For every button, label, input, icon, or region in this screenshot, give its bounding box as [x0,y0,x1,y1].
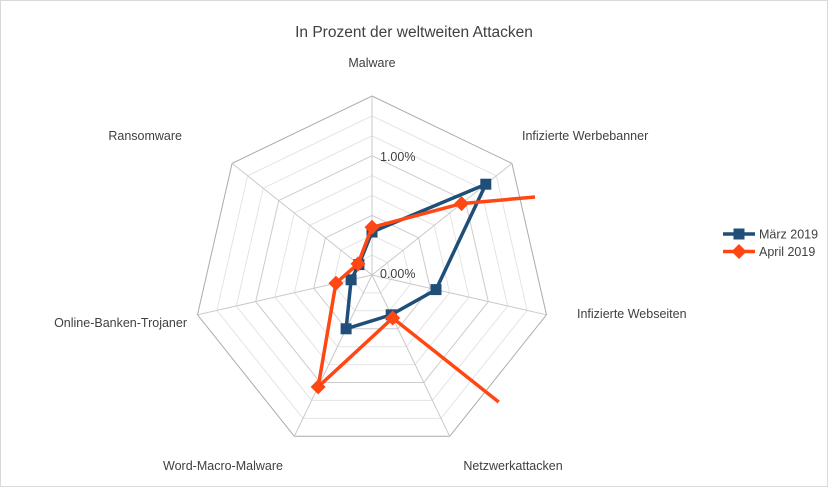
grid-ring [332,234,412,312]
series-marker-april-2019-0 [364,219,380,235]
legend-glyph-0 [733,228,745,240]
grid-spoke [293,274,373,437]
grid-spoke [231,163,373,276]
radial-tick-label-1: 1.00% [380,150,415,164]
grid-layer [196,95,548,437]
legend-marker-diamond [723,244,755,259]
grid-ring [235,135,509,401]
series-marker-april-2019-1 [454,196,470,212]
category-label-infizierte-webseiten: Infizierte Webseiten [577,307,687,321]
grid-ring [293,194,451,348]
category-label-infizierte-werbebanner: Infizierte Werbebanner [522,129,648,143]
series-marker-maerz-2019-5 [345,274,357,286]
grid-spoke [371,274,451,437]
grid-ring [274,175,470,366]
grid-spoke [371,274,547,316]
grid-spoke [197,274,373,316]
series-layer [310,178,536,404]
series-marker-april-2019-6 [350,256,366,272]
category-label-word-macro-malware: Word-Macro-Malware [163,459,283,473]
grid-ring [313,214,431,330]
radial-tick-label-0: 0.00% [380,267,415,281]
series-marker-maerz-2019-4 [340,323,352,335]
legend-item-maerz-2019: März 2019 [723,228,818,242]
legend-item-april-2019: April 2019 [723,244,815,259]
category-label-malware: Malware [348,56,395,70]
category-label-online-banken-trojaner: Online-Banken-Trojaner [54,316,187,330]
series-marker-april-2019-5 [328,275,344,291]
series-line-april-2019 [315,195,536,404]
series-marker-april-2019-3 [385,310,401,326]
grid-ring [216,115,528,419]
series-marker-maerz-2019-2 [430,284,442,296]
series-marker-april-2019-4 [310,379,326,395]
chart-title: In Prozent der weltweiten Attacken [295,24,533,41]
legend-label-april-2019: April 2019 [759,245,815,259]
category-label-netzwerkattacken: Netzwerkattacken [463,459,562,473]
series-marker-maerz-2019-1 [480,178,492,190]
legend-glyph-1 [731,244,747,259]
grid-ring-outer [196,95,548,437]
legend: März 2019 April 2019 [723,228,818,259]
legend-label-maerz-2019: März 2019 [759,228,818,242]
category-label-ransomware: Ransomware [108,129,182,143]
legend-marker-square [723,228,755,240]
